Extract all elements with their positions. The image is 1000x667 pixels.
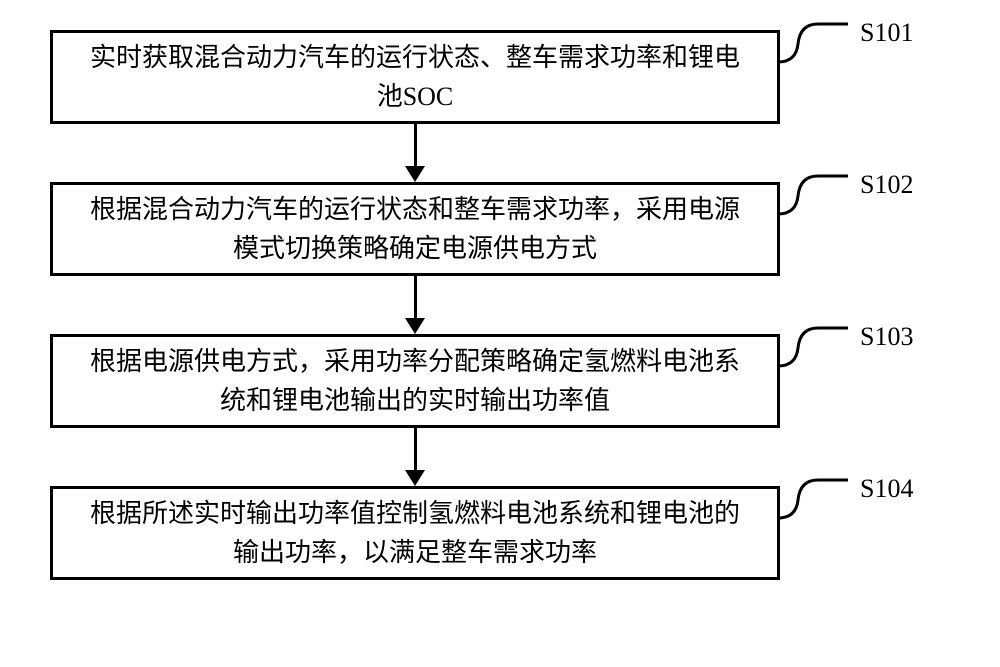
step-line1: 根据混合动力汽车的运行状态和整车需求功率，采用电源 (90, 195, 740, 224)
step-line2: 模式切换策略确定电源供电方式 (233, 234, 597, 263)
brace-connector (778, 478, 848, 520)
brace-connector (778, 22, 848, 64)
step-line2: 统和锂电池输出的实时输出功率值 (220, 386, 610, 415)
step-line2: 池SOC (377, 82, 454, 111)
step-box-s101: 实时获取混合动力汽车的运行状态、整车需求功率和锂电 池SOC (50, 30, 780, 124)
flowchart-step: 根据混合动力汽车的运行状态和整车需求功率，采用电源 模式切换策略确定电源供电方式… (50, 182, 950, 276)
step-text: 根据混合动力汽车的运行状态和整车需求功率，采用电源 模式切换策略确定电源供电方式 (90, 190, 740, 268)
flowchart-step: 根据电源供电方式，采用功率分配策略确定氢燃料电池系 统和锂电池输出的实时输出功率… (50, 334, 950, 428)
arrow-head-icon (405, 470, 425, 486)
arrow-shaft (414, 276, 417, 318)
arrow-head-icon (405, 318, 425, 334)
step-label-s103: S103 (860, 322, 913, 352)
step-box-s102: 根据混合动力汽车的运行状态和整车需求功率，采用电源 模式切换策略确定电源供电方式 (50, 182, 780, 276)
step-label-s102: S102 (860, 170, 913, 200)
flowchart-arrow (50, 276, 780, 334)
brace-connector (778, 326, 848, 368)
flowchart-step: 实时获取混合动力汽车的运行状态、整车需求功率和锂电 池SOC S101 (50, 30, 950, 124)
step-box-s103: 根据电源供电方式，采用功率分配策略确定氢燃料电池系 统和锂电池输出的实时输出功率… (50, 334, 780, 428)
step-text: 实时获取混合动力汽车的运行状态、整车需求功率和锂电 池SOC (90, 38, 740, 116)
step-text: 根据所述实时输出功率值控制氢燃料电池系统和锂电池的 输出功率，以满足整车需求功率 (90, 494, 740, 572)
flowchart-step: 根据所述实时输出功率值控制氢燃料电池系统和锂电池的 输出功率，以满足整车需求功率… (50, 486, 950, 580)
step-line1: 根据所述实时输出功率值控制氢燃料电池系统和锂电池的 (90, 499, 740, 528)
step-text: 根据电源供电方式，采用功率分配策略确定氢燃料电池系 统和锂电池输出的实时输出功率… (90, 342, 740, 420)
flowchart-arrow (50, 124, 780, 182)
step-box-s104: 根据所述实时输出功率值控制氢燃料电池系统和锂电池的 输出功率，以满足整车需求功率 (50, 486, 780, 580)
flowchart-container: 实时获取混合动力汽车的运行状态、整车需求功率和锂电 池SOC S101 根据混合… (50, 30, 950, 580)
step-line2: 输出功率，以满足整车需求功率 (233, 538, 597, 567)
step-line1: 根据电源供电方式，采用功率分配策略确定氢燃料电池系 (90, 347, 740, 376)
step-label-s101: S101 (860, 18, 913, 48)
brace-connector (778, 174, 848, 216)
arrow-shaft (414, 124, 417, 166)
flowchart-arrow (50, 428, 780, 486)
arrow-head-icon (405, 166, 425, 182)
step-label-s104: S104 (860, 474, 913, 504)
arrow-shaft (414, 428, 417, 470)
step-line1: 实时获取混合动力汽车的运行状态、整车需求功率和锂电 (90, 43, 740, 72)
